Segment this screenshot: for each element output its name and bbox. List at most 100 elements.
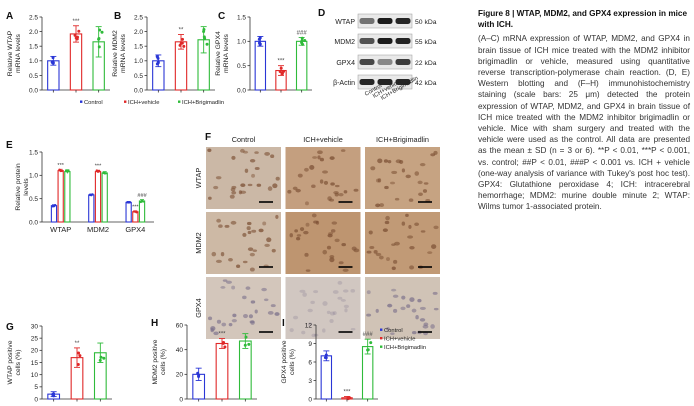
data-point	[247, 342, 251, 346]
cell-spot	[242, 232, 247, 237]
cell-spot	[222, 279, 228, 282]
cell-spot	[218, 224, 223, 228]
bar-ich-brigimadlin	[238, 340, 252, 400]
panel-letter-i: I	[282, 318, 285, 329]
cell-spot	[245, 286, 251, 290]
legend-swatch	[80, 100, 83, 103]
significance-mark: ***	[343, 390, 351, 396]
cell-spot	[353, 188, 359, 192]
data-point	[76, 363, 80, 367]
data-point	[98, 170, 101, 173]
micrograph-gpx4-0	[206, 277, 281, 339]
cell-spot	[329, 198, 335, 202]
y-tick-label: 2.5	[29, 14, 38, 21]
cell-spot	[224, 224, 230, 228]
cell-spot	[385, 215, 390, 221]
y-tick-label: 0	[34, 396, 38, 403]
y-tick-label: 0.0	[134, 87, 143, 94]
cell-spot	[296, 234, 302, 237]
significance-mark: ***	[277, 59, 285, 65]
cell-spot	[423, 182, 429, 185]
cell-spot	[322, 170, 329, 174]
blot-band	[395, 59, 411, 65]
ihc-row-label: GPX4	[194, 298, 203, 317]
data-point	[366, 348, 370, 352]
cell-spot	[240, 148, 245, 153]
y-tick-label: 40	[176, 347, 184, 354]
cell-spot	[307, 308, 313, 313]
cell-spot	[327, 233, 333, 238]
significance-mark: ###	[297, 30, 308, 36]
y-axis-label: Relative GPX4	[215, 31, 222, 76]
cell-spot	[251, 229, 257, 233]
cell-spot	[270, 304, 276, 308]
cell-spot	[211, 251, 217, 257]
western-blot: WTAP 50 kDa MDM2 55 kDa GPX4 22 kDa β-Actin 42 …	[333, 13, 437, 102]
cell-spot	[390, 332, 395, 335]
cell-spot	[231, 285, 236, 290]
data-point	[73, 33, 77, 37]
blot-kda-label: 22 kDa	[415, 60, 437, 67]
cell-spot	[407, 235, 414, 239]
cell-spot	[378, 255, 384, 260]
cell-spot	[395, 159, 402, 164]
cell-spot	[414, 171, 420, 176]
legend-label: ICH+Brigimadlin	[384, 345, 426, 351]
cell-spot	[369, 245, 375, 249]
significance-mark: **	[179, 28, 184, 34]
data-point	[258, 43, 262, 47]
blot-band	[377, 59, 393, 65]
cell-spot	[208, 196, 212, 200]
y-axis-label: WTAP positive	[7, 340, 14, 384]
y-axis-label: GPX4 positive	[281, 340, 288, 383]
data-point	[181, 37, 185, 41]
cell-spot	[307, 322, 313, 327]
y-tick-label: 1.5	[237, 14, 246, 21]
cell-spot	[392, 294, 399, 298]
y-axis-label: Relative MDM2	[112, 30, 119, 77]
y-axis-label: Relative WTAP	[7, 30, 14, 76]
cell-spot	[351, 246, 357, 251]
bar-gpx4-2	[138, 200, 146, 223]
ihc-row-label: MDM2	[194, 232, 203, 254]
blot-row-label: β-Actin	[333, 80, 355, 87]
blot-row-label: MDM2	[334, 39, 355, 46]
cell-spot	[334, 184, 340, 188]
panel-letter-c: C	[218, 11, 225, 22]
blot-row-label: GPX4	[336, 60, 355, 67]
micrograph-wtap-1	[285, 147, 361, 209]
data-point	[278, 70, 282, 74]
cell-spot	[391, 288, 397, 292]
cell-spot	[408, 198, 414, 202]
data-point	[50, 60, 54, 64]
cell-spot	[328, 232, 334, 235]
cell-spot	[383, 159, 389, 163]
cell-spot	[256, 183, 262, 187]
cell-spot	[207, 316, 213, 321]
cell-spot	[391, 266, 396, 271]
cell-spot	[263, 298, 269, 302]
bar-wtap-0	[50, 205, 58, 223]
data-point	[98, 358, 102, 362]
data-point	[244, 335, 248, 339]
cell-spot	[305, 222, 310, 227]
panel-letter-g: G	[6, 322, 14, 333]
x-tick-label: WTAP	[50, 225, 71, 234]
cell-spot	[246, 221, 252, 226]
panel-letter-a: A	[6, 11, 13, 22]
cell-spot	[210, 327, 214, 333]
cell-spot	[394, 197, 400, 201]
figure-caption: Figure 8 | WTAP, MDM2, and GPX4 expressi…	[478, 8, 690, 213]
blot-band	[377, 18, 393, 24]
y-tick-label: 0	[179, 396, 183, 403]
cell-spot	[221, 322, 227, 327]
y-tick-label: 6	[308, 359, 312, 366]
data-point	[223, 345, 227, 349]
y-axis-label: MDM2 positive	[152, 339, 159, 384]
data-point	[303, 38, 307, 42]
cell-spot	[366, 313, 372, 317]
y-tick-label: 1.5	[134, 44, 143, 51]
cell-spot	[272, 183, 278, 189]
blot-kda-label: 50 kDa	[415, 19, 437, 26]
data-point	[74, 36, 78, 40]
